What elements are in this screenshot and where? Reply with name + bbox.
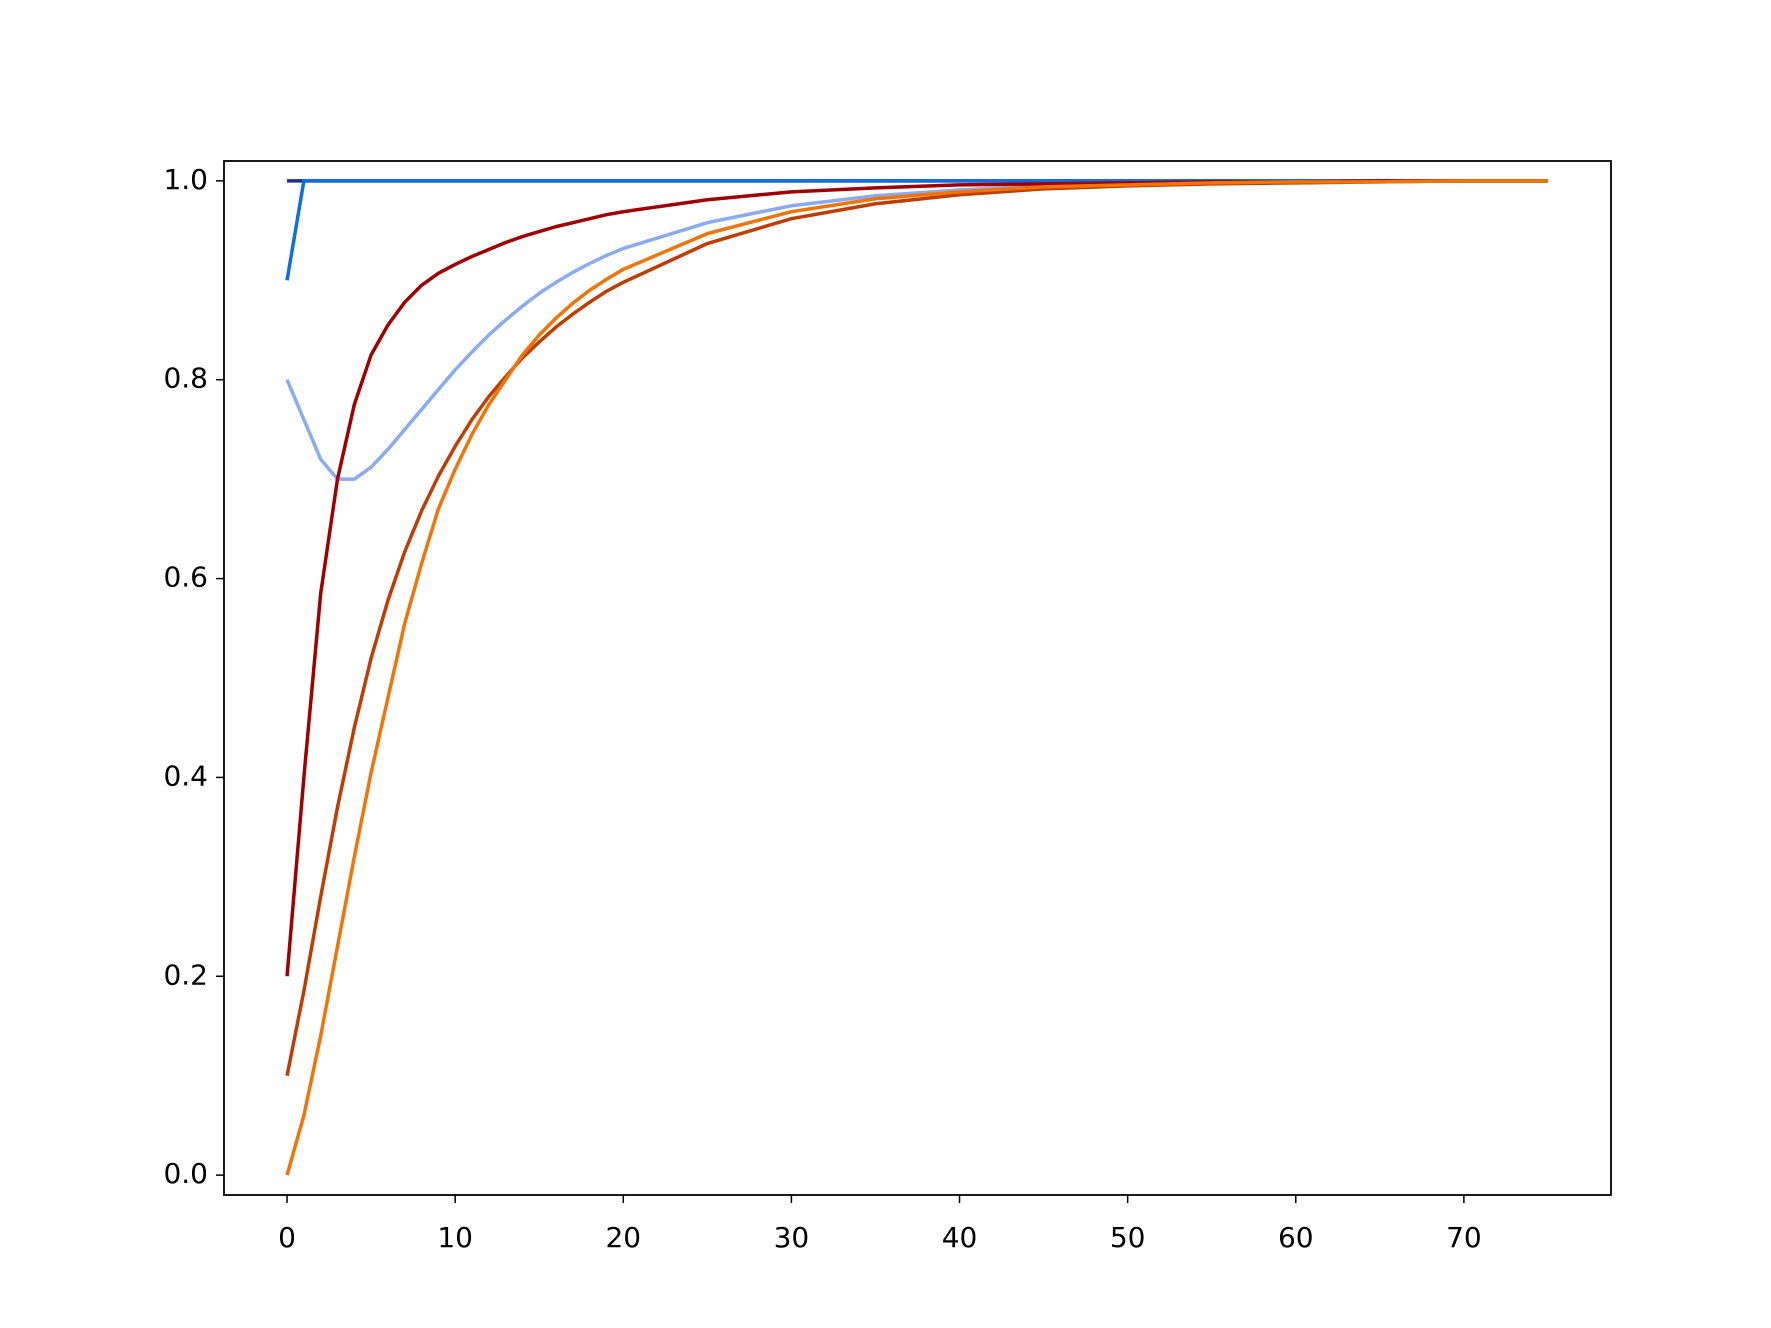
line [285, 179, 1548, 1077]
y-tick-label: 0.4 [163, 759, 208, 792]
line [285, 179, 1548, 977]
x-tick-label: 30 [774, 1221, 810, 1254]
y-tick-label: 0.6 [163, 561, 208, 594]
y-tick-label: 0.0 [163, 1157, 208, 1190]
x-tick-label: 40 [942, 1221, 978, 1254]
line [285, 179, 1548, 1176]
x-tick-label: 10 [437, 1221, 473, 1254]
x-tick-label: 70 [1446, 1221, 1482, 1254]
x-tick-label: 60 [1278, 1221, 1314, 1254]
plot-frame [223, 160, 1612, 1196]
x-tick-label: 0 [278, 1221, 296, 1254]
y-tick-label: 0.2 [163, 958, 208, 991]
y-tick-label: 0.8 [163, 362, 208, 395]
x-tick-label: 20 [605, 1221, 641, 1254]
y-tick-label: 1.0 [163, 163, 208, 196]
line [285, 179, 1548, 481]
line [285, 179, 1548, 281]
x-tick-label: 50 [1110, 1221, 1146, 1254]
